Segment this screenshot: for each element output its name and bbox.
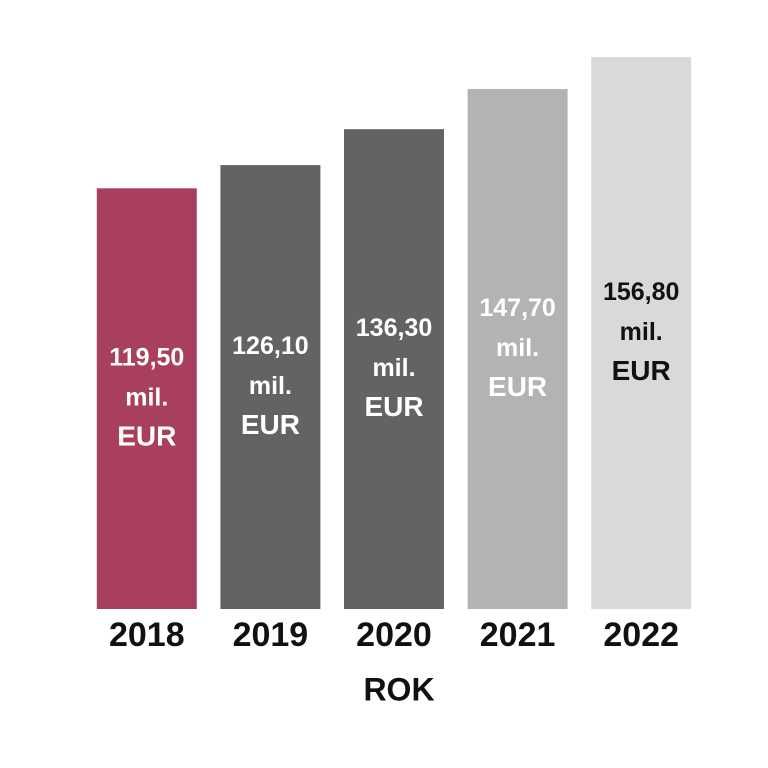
x-tick-label: 2021 <box>480 616 556 654</box>
value-label: 136,30 mil. EUR <box>356 314 432 423</box>
bar <box>344 129 444 609</box>
bar <box>220 165 321 609</box>
bar <box>467 89 568 610</box>
x-tick-label: 2020 <box>356 616 432 654</box>
value-label: 126,10 mil. EUR <box>232 332 308 441</box>
x-tick-label: 2018 <box>109 616 185 654</box>
x-axis-label: ROK <box>363 671 434 707</box>
value-label: 156,80 mil. EUR <box>603 278 679 387</box>
value-label: 119,50 mil. EUR <box>109 343 184 452</box>
x-tick-label: 2022 <box>603 616 679 654</box>
value-label: 147,70 mil. EUR <box>479 294 555 403</box>
bar <box>591 57 692 609</box>
bar <box>96 188 197 609</box>
x-tick-label: 2019 <box>233 616 309 654</box>
